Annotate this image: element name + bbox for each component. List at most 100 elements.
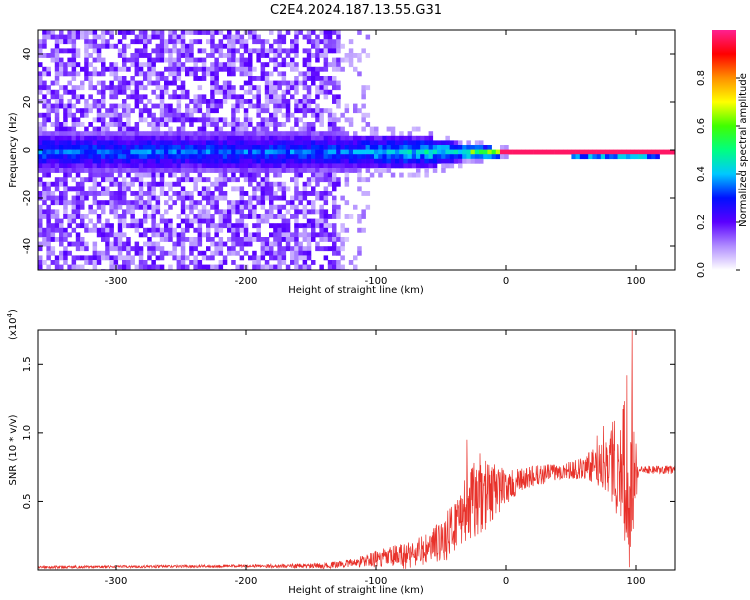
heatmap-cell xyxy=(105,163,110,169)
heatmap-cell xyxy=(176,117,182,123)
heatmap-cell xyxy=(558,149,564,155)
heatmap-cell xyxy=(63,85,68,91)
heatmap-cell xyxy=(134,227,140,233)
heatmap-cell xyxy=(416,145,421,150)
heatmap-cell xyxy=(59,255,64,261)
heatmap-cell xyxy=(243,204,249,210)
heatmap-cell xyxy=(424,135,429,141)
heatmap-cell xyxy=(264,260,270,265)
heatmap-cell xyxy=(180,232,186,238)
heatmap-cell xyxy=(113,85,119,91)
heatmap-cell xyxy=(302,126,308,132)
heatmap-cell xyxy=(222,140,228,146)
heatmap-cell xyxy=(386,154,392,160)
heatmap-cell xyxy=(138,158,144,164)
heatmap-cell xyxy=(54,237,60,242)
heatmap-cell xyxy=(260,237,266,242)
heatmap-cell xyxy=(189,200,194,206)
heatmap-cell xyxy=(617,149,623,155)
heatmap-cell xyxy=(399,163,404,169)
heatmap-cell xyxy=(227,71,232,77)
heatmap-cell xyxy=(113,62,119,68)
heatmap-cell xyxy=(336,246,341,252)
heatmap-cell xyxy=(172,163,177,169)
heatmap-cell xyxy=(407,131,413,137)
heatmap-cell xyxy=(252,34,257,40)
heatmap-cell xyxy=(302,260,308,265)
heatmap-cell xyxy=(222,62,228,68)
heatmap-cell xyxy=(50,80,56,86)
heatmap-cell xyxy=(155,135,161,141)
heatmap-cell xyxy=(71,103,77,109)
heatmap-cell xyxy=(54,264,60,270)
heatmap-cell xyxy=(235,34,240,40)
heatmap-cell xyxy=(617,154,623,160)
heatmap-cell xyxy=(365,191,371,196)
heatmap-cell xyxy=(357,172,362,178)
heatmap-cell xyxy=(411,145,417,150)
heatmap-cell xyxy=(361,89,366,95)
heatmap-cell xyxy=(248,53,253,58)
heatmap-cell xyxy=(294,117,299,123)
heatmap-cell xyxy=(88,131,93,137)
heatmap-cell xyxy=(159,186,165,192)
heatmap-cell xyxy=(340,149,345,155)
heatmap-cell xyxy=(302,186,308,192)
heatmap-cell xyxy=(67,218,72,224)
heatmap-cell xyxy=(269,250,274,256)
heatmap-cell xyxy=(336,209,341,215)
heatmap-cell xyxy=(214,241,219,247)
heatmap-cell xyxy=(113,71,119,77)
heatmap-cell xyxy=(59,62,64,68)
heatmap-cell xyxy=(130,246,135,252)
heatmap-cell xyxy=(109,209,114,215)
heatmap-cell xyxy=(386,149,392,155)
heatmap-cell xyxy=(130,131,135,137)
y-tick-label: -40 xyxy=(22,238,33,254)
heatmap-cell xyxy=(260,214,266,219)
heatmap-cell xyxy=(155,85,161,91)
heatmap-cell xyxy=(122,200,127,206)
heatmap-cell xyxy=(554,149,560,155)
heatmap-cell xyxy=(134,53,140,58)
heatmap-cell xyxy=(269,94,274,100)
heatmap-cell xyxy=(172,112,177,118)
heatmap-cell xyxy=(424,140,429,146)
heatmap-cell xyxy=(101,57,106,63)
heatmap-cell xyxy=(71,218,77,224)
heatmap-cell xyxy=(281,218,287,224)
heatmap-cell xyxy=(126,260,131,265)
heatmap-cell xyxy=(382,154,387,160)
heatmap-cell xyxy=(319,218,324,224)
heatmap-cell xyxy=(180,122,186,127)
heatmap-cell xyxy=(117,232,123,238)
heatmap-cell xyxy=(38,181,43,187)
heatmap-cell xyxy=(332,163,337,169)
heatmap-cell xyxy=(189,131,194,137)
heatmap-cell xyxy=(222,145,228,150)
heatmap-cell xyxy=(126,246,131,252)
heatmap-cell xyxy=(357,250,362,256)
heatmap-cell xyxy=(248,48,253,54)
heatmap-cell xyxy=(155,131,161,137)
heatmap-cell xyxy=(323,246,329,252)
heatmap-cell xyxy=(113,181,119,187)
heatmap-cell xyxy=(420,154,425,160)
heatmap-cell xyxy=(50,149,56,155)
heatmap-cell xyxy=(340,66,345,72)
heatmap-cell xyxy=(84,135,89,141)
heatmap-cell xyxy=(54,255,60,261)
heatmap-cell xyxy=(239,43,245,49)
heatmap-cell xyxy=(453,145,459,150)
heatmap-cell xyxy=(172,117,177,123)
heatmap-cell xyxy=(306,85,312,91)
heatmap-cell xyxy=(252,39,257,45)
heatmap-cell xyxy=(143,145,148,150)
heatmap-cell xyxy=(248,158,253,164)
heatmap-cell xyxy=(264,168,270,173)
heatmap-cell xyxy=(105,218,110,224)
heatmap-cell xyxy=(264,264,270,270)
y-tick-label: 0 xyxy=(22,147,33,153)
heatmap-cell xyxy=(189,53,194,58)
heatmap-cell xyxy=(42,214,47,219)
